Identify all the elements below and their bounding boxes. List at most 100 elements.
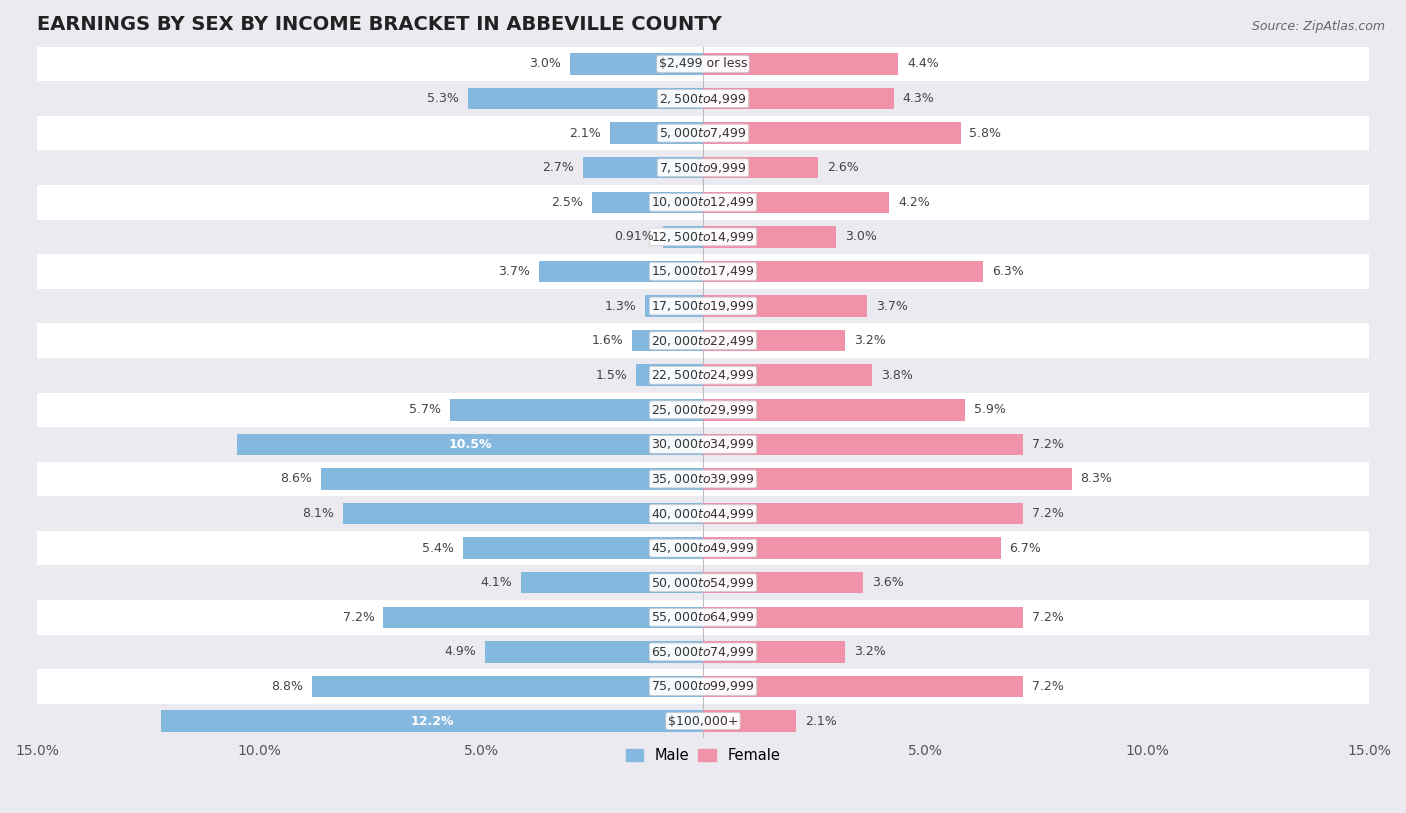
Bar [312,676,703,698]
Text: 7.2%: 7.2% [1032,611,1063,624]
Bar [569,53,703,75]
Bar [703,433,1022,455]
Text: 8.1%: 8.1% [302,507,335,520]
Bar [703,88,894,109]
Bar [610,123,703,144]
Bar [703,157,818,178]
Text: 8.8%: 8.8% [271,680,304,693]
Bar [703,226,837,248]
Text: $22,500 to $24,999: $22,500 to $24,999 [651,368,755,382]
Bar [37,289,1369,324]
Text: 1.6%: 1.6% [592,334,623,347]
Bar [37,254,1369,289]
Text: $30,000 to $34,999: $30,000 to $34,999 [651,437,755,451]
Text: 8.6%: 8.6% [280,472,312,485]
Text: $7,500 to $9,999: $7,500 to $9,999 [659,161,747,175]
Text: $2,500 to $4,999: $2,500 to $4,999 [659,92,747,106]
Bar [703,502,1022,524]
Text: $10,000 to $12,499: $10,000 to $12,499 [651,195,755,209]
Text: $17,500 to $19,999: $17,500 to $19,999 [651,299,755,313]
Bar [662,226,703,248]
Text: 2.5%: 2.5% [551,196,583,209]
Text: 7.2%: 7.2% [1032,680,1063,693]
Bar [321,468,703,489]
Bar [384,606,703,628]
Bar [703,364,872,386]
Bar [37,81,1369,115]
Text: 6.7%: 6.7% [1010,541,1042,554]
Text: 3.0%: 3.0% [845,230,877,243]
Text: $2,499 or less: $2,499 or less [659,58,747,71]
Bar [637,364,703,386]
Bar [37,462,1369,496]
Text: Source: ZipAtlas.com: Source: ZipAtlas.com [1251,20,1385,33]
Text: 1.5%: 1.5% [596,369,627,382]
Text: $55,000 to $64,999: $55,000 to $64,999 [651,611,755,624]
Text: 5.7%: 5.7% [409,403,441,416]
Text: 5.8%: 5.8% [969,127,1001,140]
Text: EARNINGS BY SEX BY INCOME BRACKET IN ABBEVILLE COUNTY: EARNINGS BY SEX BY INCOME BRACKET IN ABB… [37,15,721,34]
Bar [37,531,1369,565]
Text: $5,000 to $7,499: $5,000 to $7,499 [659,126,747,140]
Text: 4.3%: 4.3% [903,92,935,105]
Bar [703,641,845,663]
Bar [162,711,703,732]
Text: 5.4%: 5.4% [422,541,454,554]
Text: $75,000 to $99,999: $75,000 to $99,999 [651,680,755,693]
Bar [37,358,1369,393]
Text: 3.8%: 3.8% [880,369,912,382]
Bar [37,220,1369,254]
Bar [703,711,796,732]
Bar [37,635,1369,669]
Text: $100,000+: $100,000+ [668,715,738,728]
Bar [37,115,1369,150]
Text: 4.1%: 4.1% [481,576,512,589]
Text: $12,500 to $14,999: $12,500 to $14,999 [651,230,755,244]
Bar [703,53,898,75]
Bar [37,46,1369,81]
Text: 3.7%: 3.7% [876,299,908,312]
Bar [703,606,1022,628]
Text: 10.5%: 10.5% [449,438,492,451]
Text: 0.91%: 0.91% [614,230,654,243]
Bar [522,572,703,593]
Bar [37,427,1369,462]
Text: 4.4%: 4.4% [907,58,939,71]
Bar [703,676,1022,698]
Text: $20,000 to $22,499: $20,000 to $22,499 [651,333,755,348]
Text: 2.7%: 2.7% [543,161,574,174]
Bar [37,496,1369,531]
Bar [236,433,703,455]
Text: 5.3%: 5.3% [427,92,458,105]
Bar [450,399,703,420]
Bar [538,261,703,282]
Text: 3.7%: 3.7% [498,265,530,278]
Bar [37,565,1369,600]
Text: 7.2%: 7.2% [1032,507,1063,520]
Text: 2.6%: 2.6% [827,161,859,174]
Text: 2.1%: 2.1% [569,127,600,140]
Bar [703,330,845,351]
Bar [703,399,965,420]
Text: 6.3%: 6.3% [991,265,1024,278]
Bar [468,88,703,109]
Bar [703,537,1001,559]
Bar [463,537,703,559]
Bar [583,157,703,178]
Text: 5.9%: 5.9% [974,403,1005,416]
Bar [37,600,1369,635]
Text: $50,000 to $54,999: $50,000 to $54,999 [651,576,755,589]
Text: 4.9%: 4.9% [444,646,477,659]
Text: $40,000 to $44,999: $40,000 to $44,999 [651,506,755,520]
Bar [37,324,1369,358]
Bar [703,468,1071,489]
Text: 12.2%: 12.2% [411,715,454,728]
Bar [37,150,1369,185]
Text: 4.2%: 4.2% [898,196,931,209]
Text: $65,000 to $74,999: $65,000 to $74,999 [651,645,755,659]
Text: $45,000 to $49,999: $45,000 to $49,999 [651,541,755,555]
Text: 3.6%: 3.6% [872,576,904,589]
Bar [703,261,983,282]
Bar [645,295,703,317]
Bar [37,185,1369,220]
